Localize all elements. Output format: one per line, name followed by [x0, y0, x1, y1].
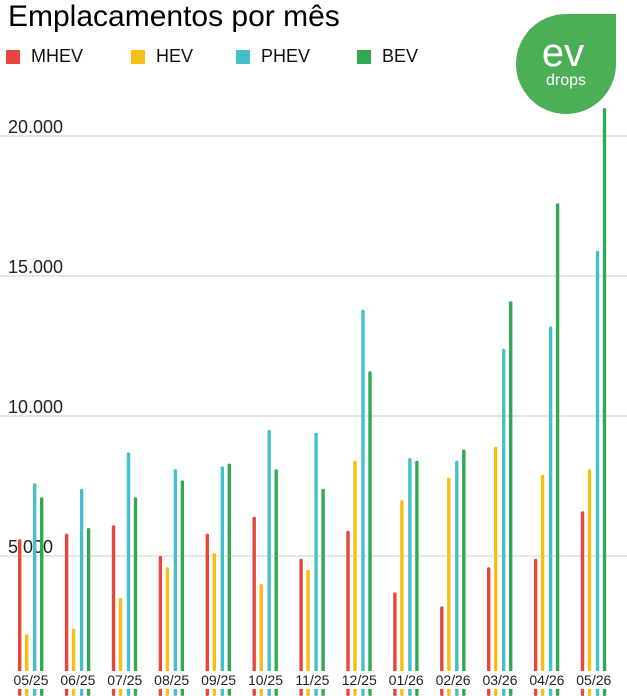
bar-bev-10-25 — [274, 469, 278, 696]
legend-swatch-hev — [131, 49, 145, 64]
bar-phev-04-26 — [548, 326, 553, 696]
bar-phev-05-25 — [33, 483, 37, 696]
legend-swatch-mhev — [6, 49, 20, 64]
bar-bev-06-25 — [86, 528, 91, 696]
x-tick-label-bg-07-25 — [105, 671, 144, 689]
bar-hev-12-25 — [353, 460, 357, 696]
x-tick-label-bg-08-25 — [152, 671, 191, 689]
bar-mhev-07-25 — [111, 525, 116, 696]
bar-mhev-03-26 — [487, 567, 491, 696]
bar-phev-12-25 — [361, 309, 365, 696]
bar-bev-05-26 — [602, 108, 607, 696]
x-tick-label-05-26: 05/26 — [576, 672, 611, 688]
bar-bev-03-26 — [509, 301, 513, 696]
bar-mhev-06-25 — [64, 533, 69, 696]
bar-bev-08-25 — [180, 480, 185, 696]
x-tick-label-bg-05-26 — [574, 671, 613, 689]
x-tick-label-bg-10-25 — [246, 671, 285, 689]
bar-mhev-09-25 — [205, 533, 209, 696]
bar-phev-09-25 — [220, 466, 224, 696]
x-tick-label-09-25: 09/25 — [201, 672, 236, 688]
y-tick-label-20.000: 20.000 — [8, 117, 63, 137]
x-tick-label-01-26: 01/26 — [389, 672, 424, 688]
legend-label-bev: BEV — [382, 46, 419, 66]
logo-leaf-shape — [516, 14, 616, 114]
chart-title: Emplacamentos por mês — [8, 0, 340, 33]
bar-mhev-01-26 — [393, 592, 397, 696]
legend-item-phev[interactable]: PHEV — [236, 46, 310, 67]
y-tick-label-5.000: 5.000 — [8, 537, 53, 557]
bar-hev-09-25 — [212, 553, 216, 696]
bar-bev-02-26 — [462, 449, 466, 696]
x-tick-label-07-25: 07/25 — [107, 672, 142, 688]
bar-phev-11-25 — [314, 432, 318, 696]
x-tick-label-bg-02-26 — [434, 671, 473, 689]
x-tick-label-02-26: 02/26 — [436, 672, 471, 688]
x-tick-label-06-25: 06/25 — [60, 672, 95, 688]
bar-mhev-08-25 — [158, 556, 163, 696]
y-tick-label-10.000: 10.000 — [8, 397, 63, 417]
x-tick-label-bg-11-25 — [293, 671, 332, 689]
bar-phev-01-26 — [408, 458, 412, 696]
legend-label-phev: PHEV — [261, 46, 311, 66]
x-tick-label-bg-06-25 — [58, 671, 97, 689]
bar-hev-04-26 — [540, 474, 545, 696]
bar-phev-10-25 — [267, 430, 271, 696]
bar-mhev-10-25 — [252, 516, 256, 696]
x-tick-label-bg-09-25 — [199, 671, 238, 689]
legend-label-mhev: MHEV — [31, 46, 84, 66]
bar-mhev-12-25 — [346, 530, 350, 696]
x-tick-label-10-25: 10/25 — [248, 672, 283, 688]
bar-hev-10-25 — [259, 584, 263, 696]
x-tick-label-05-25: 05/25 — [13, 672, 48, 688]
bar-bev-04-26 — [555, 203, 560, 696]
bar-hev-02-26 — [447, 477, 451, 696]
x-tick-label-03-26: 03/26 — [482, 672, 517, 688]
bar-phev-03-26 — [502, 348, 506, 696]
bar-hev-05-26 — [587, 469, 592, 696]
bar-hev-11-25 — [306, 570, 310, 696]
x-tick-label-11-25: 11/25 — [295, 672, 329, 688]
bar-bev-12-25 — [368, 371, 372, 696]
legend-swatch-phev — [236, 49, 250, 64]
logo-sub-text: drops — [546, 72, 586, 89]
bar-hev-03-26 — [494, 446, 498, 696]
bar-phev-08-25 — [173, 469, 178, 696]
bar-bev-01-26 — [415, 460, 419, 696]
x-tick-label-bg-12-25 — [340, 671, 379, 689]
bar-mhev-04-26 — [533, 558, 538, 696]
bar-mhev-05-25 — [18, 539, 22, 696]
x-tick-label-bg-03-26 — [481, 671, 519, 689]
logo-main-text: ev — [542, 31, 584, 75]
bar-bev-09-25 — [227, 463, 231, 696]
x-tick-label-12-25: 12/25 — [342, 672, 377, 688]
x-tick-label-bg-01-26 — [387, 671, 426, 689]
bar-hev-08-25 — [165, 567, 170, 696]
x-tick-label-04-26: 04/26 — [529, 672, 564, 688]
bar-phev-05-26 — [595, 250, 600, 696]
bar-mhev-05-26 — [580, 511, 585, 696]
bar-mhev-11-25 — [299, 558, 303, 696]
bar-bev-07-25 — [133, 497, 138, 696]
x-tick-label-bg-04-26 — [527, 671, 566, 689]
legend-item-bev[interactable]: BEV — [357, 46, 418, 67]
ev-drops-logo: ev drops — [516, 14, 616, 114]
bar-bev-05-25 — [40, 497, 44, 696]
bar-hev-01-26 — [400, 500, 404, 696]
bar-phev-02-26 — [455, 460, 459, 696]
bar-phev-06-25 — [79, 488, 84, 696]
bar-phev-07-25 — [126, 452, 131, 696]
y-tick-label-15.000: 15.000 — [8, 257, 63, 277]
legend-label-hev: HEV — [156, 46, 194, 66]
x-tick-label-bg-05-25 — [12, 671, 50, 689]
legend-item-hev[interactable]: HEV — [131, 46, 193, 67]
legend-swatch-bev — [357, 49, 371, 64]
legend-item-mhev[interactable]: MHEV — [6, 46, 83, 67]
x-tick-label-08-25: 08/25 — [154, 672, 189, 688]
bar-bev-11-25 — [321, 488, 325, 696]
